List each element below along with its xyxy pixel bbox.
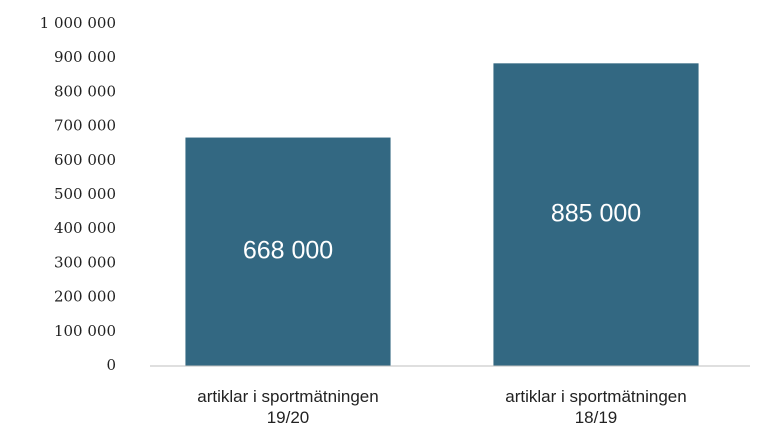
y-tick-label: 0 — [106, 356, 116, 374]
y-tick-label: 800 000 — [54, 82, 116, 100]
bar — [493, 63, 699, 367]
y-tick-label: 1 000 000 — [40, 14, 116, 32]
y-tick-label: 100 000 — [54, 322, 116, 340]
value-label: 885 000 — [551, 199, 641, 227]
y-tick-label: 600 000 — [54, 151, 116, 169]
x-tick-label: artiklar i sportmätningen 18/19 — [505, 387, 687, 427]
y-tick-label: 400 000 — [54, 219, 116, 237]
y-tick-label: 900 000 — [54, 48, 116, 66]
x-tick-label: artiklar i sportmätningen 19/20 — [197, 387, 379, 427]
y-tick-label: 300 000 — [54, 253, 116, 271]
y-tick-label: 700 000 — [54, 117, 116, 135]
y-tick-label: 500 000 — [54, 185, 116, 203]
bar — [185, 137, 391, 366]
value-label: 668 000 — [243, 236, 333, 264]
y-tick-label: 200 000 — [54, 288, 116, 306]
